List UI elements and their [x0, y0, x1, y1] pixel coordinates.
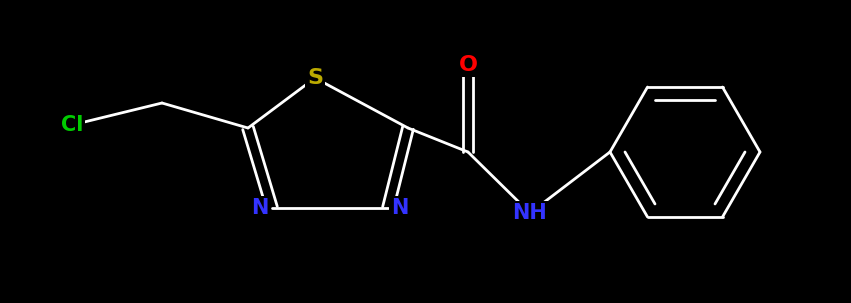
Text: S: S	[307, 68, 323, 88]
Text: N: N	[251, 198, 269, 218]
Text: O: O	[459, 55, 477, 75]
Text: Cl: Cl	[60, 115, 83, 135]
Text: NH: NH	[512, 203, 547, 223]
Text: N: N	[391, 198, 408, 218]
